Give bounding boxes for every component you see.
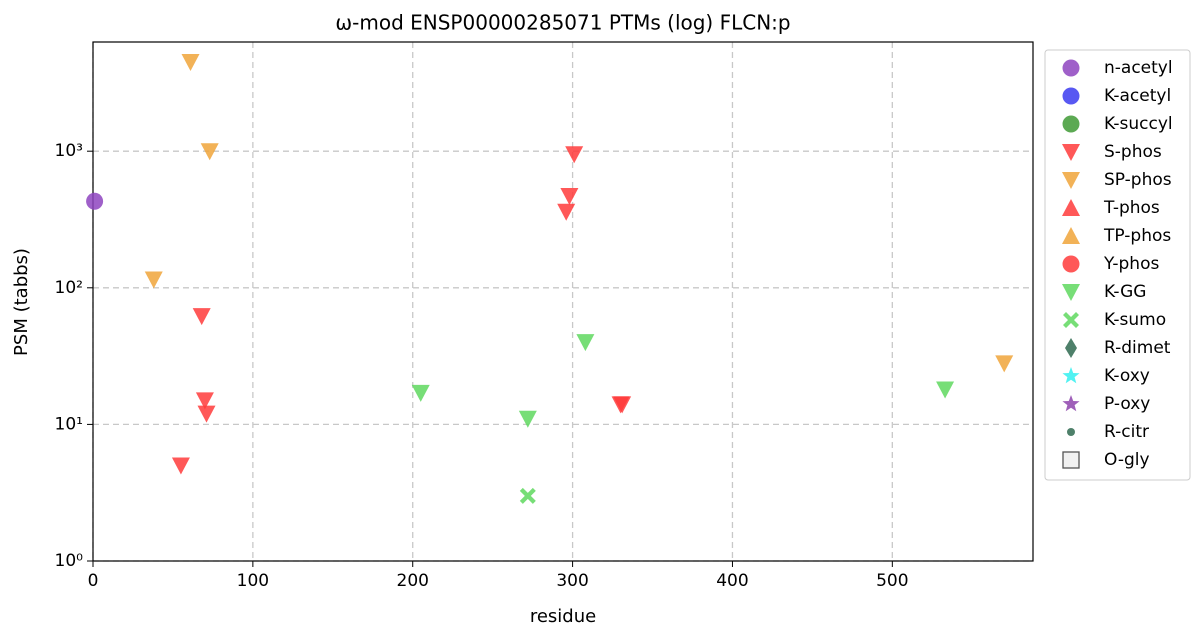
x-tick-label: 0 xyxy=(88,571,99,591)
y-tick-label: 10⁰ xyxy=(55,551,84,571)
legend-marker xyxy=(1067,428,1075,436)
legend-marker xyxy=(1062,199,1080,216)
y-tick-label: 10¹ xyxy=(55,414,83,434)
legend-label: P-oxy xyxy=(1104,394,1150,414)
legend-label: S-phos xyxy=(1104,142,1162,162)
point xyxy=(144,271,163,289)
legend-label: K-oxy xyxy=(1104,366,1150,386)
x-tick-label: 400 xyxy=(716,571,748,591)
x-tick-label: 300 xyxy=(556,571,588,591)
legend-marker xyxy=(1063,312,1079,328)
legend-label: O-gly xyxy=(1104,450,1150,470)
point xyxy=(171,457,190,475)
legend-label: R-citr xyxy=(1104,422,1149,442)
legend-marker xyxy=(1062,255,1080,273)
x-tick-label: 200 xyxy=(397,571,429,591)
point xyxy=(613,396,632,414)
legend-marker xyxy=(1062,59,1080,77)
legend-label: TP-phos xyxy=(1103,226,1171,246)
point xyxy=(197,405,216,423)
plot-frame xyxy=(92,41,1034,562)
y-axis-label: PSM (tabbs) xyxy=(11,248,32,356)
legend-label: K-GG xyxy=(1104,282,1146,302)
y-tick-label: 10³ xyxy=(55,141,83,161)
point xyxy=(192,308,211,326)
chart-title: ω-mod ENSP00000285071 PTMs (log) FLCN:p xyxy=(335,11,790,35)
legend-label: R-dimet xyxy=(1104,338,1171,358)
point xyxy=(518,410,537,428)
point xyxy=(519,487,536,504)
point xyxy=(560,187,579,205)
point xyxy=(411,384,430,402)
legend-marker xyxy=(1062,367,1080,384)
x-axis-label: residue xyxy=(530,606,596,627)
legend-marker xyxy=(1062,144,1080,161)
point xyxy=(195,392,214,410)
legend-marker xyxy=(1062,284,1080,301)
legend-marker xyxy=(1062,451,1080,469)
legend-label: Y-phos xyxy=(1103,254,1159,274)
point xyxy=(565,146,584,164)
x-tick-label: 100 xyxy=(237,571,269,591)
legend-marker xyxy=(1062,395,1080,412)
legend-label: T-phos xyxy=(1103,198,1160,218)
point xyxy=(200,143,219,161)
legend-marker xyxy=(1062,87,1080,105)
legend-marker xyxy=(1062,115,1080,133)
point xyxy=(576,334,595,352)
point xyxy=(557,203,576,221)
legend-label: K-sumo xyxy=(1104,310,1166,330)
legend-marker xyxy=(1062,172,1080,189)
legend-marker xyxy=(1065,338,1077,358)
legend-label: SP-phos xyxy=(1104,170,1172,190)
legend-label: n-acetyl xyxy=(1104,58,1173,78)
legend-label: K-succyl xyxy=(1104,114,1173,134)
point xyxy=(936,381,955,399)
point xyxy=(86,192,104,210)
point xyxy=(995,355,1014,373)
y-tick-label: 10² xyxy=(55,278,83,298)
point xyxy=(181,53,200,71)
legend-marker xyxy=(1062,227,1080,244)
x-tick-label: 500 xyxy=(876,571,908,591)
legend-frame xyxy=(1044,49,1191,481)
legend-label: K-acetyl xyxy=(1104,86,1171,106)
